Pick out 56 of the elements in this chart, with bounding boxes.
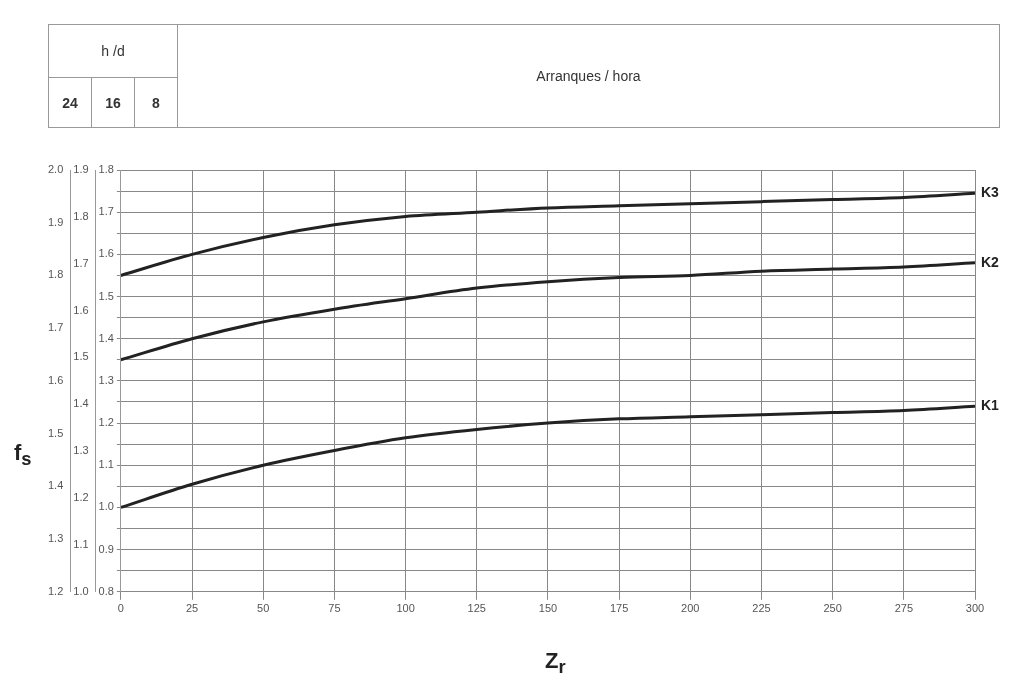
y-tick-label: 1.0 bbox=[98, 500, 114, 513]
text: 16 bbox=[91, 77, 135, 128]
y-tick-label: 1.4 bbox=[98, 331, 114, 344]
y3-tick-label: 1.2 bbox=[47, 584, 64, 597]
y2-tick-label: 1.9 bbox=[73, 163, 89, 176]
y2-tick-label: 1.8 bbox=[73, 209, 89, 222]
y3-tick-label: 2.0 bbox=[47, 163, 64, 176]
x-tick-label: 25 bbox=[185, 602, 199, 615]
y-tick-label: 1.8 bbox=[98, 163, 114, 176]
x-tick-label: 300 bbox=[965, 602, 985, 615]
text: Arranques / hora bbox=[177, 24, 1000, 128]
y3-tick-label: 1.4 bbox=[47, 479, 64, 492]
x-tick-label: 50 bbox=[257, 602, 270, 615]
y2-tick-label: 1.2 bbox=[73, 491, 89, 504]
y2-tick-label: 1.6 bbox=[73, 303, 89, 316]
y3-tick-label: 1.7 bbox=[47, 321, 64, 334]
series-label: K3 bbox=[981, 184, 1000, 201]
y-tick-label: 1.5 bbox=[98, 289, 114, 302]
y-tick-label: 0.8 bbox=[98, 584, 114, 597]
y-tick-label: 1.7 bbox=[98, 205, 114, 218]
y3-axis-title: f$_{s}$ bbox=[14, 440, 32, 471]
line-series bbox=[120, 191, 975, 277]
x-tick-label: 250 bbox=[823, 602, 842, 615]
x-tick-label: 200 bbox=[681, 602, 700, 615]
series-label: K1 bbox=[981, 397, 1000, 414]
text: 8 bbox=[134, 77, 178, 128]
y3-tick-label: 1.8 bbox=[47, 268, 64, 281]
x-tick-label: 175 bbox=[609, 602, 629, 615]
x-tick-label: 125 bbox=[467, 602, 486, 615]
y2-tick-label: 1.0 bbox=[73, 584, 89, 597]
y2-tick-label: 1.4 bbox=[73, 397, 89, 410]
x-tick-label: 75 bbox=[328, 602, 341, 615]
x-tick-label: 275 bbox=[894, 602, 913, 615]
y2-tick-label: 1.3 bbox=[73, 444, 89, 457]
y3-tick-label: 1.9 bbox=[47, 215, 64, 228]
y2-tick-label: 1.5 bbox=[73, 350, 89, 363]
line-series bbox=[120, 404, 975, 509]
y2-tick-label: 1.1 bbox=[73, 537, 89, 550]
line-series bbox=[120, 261, 975, 362]
y-tick-label: 1.1 bbox=[98, 458, 114, 471]
text: h /d bbox=[48, 24, 178, 78]
x-tick-label: 150 bbox=[538, 602, 558, 615]
x-axis-title: Z$_{r}$ bbox=[545, 648, 566, 679]
y-tick-label: 1.2 bbox=[98, 416, 114, 429]
text: 24 bbox=[48, 77, 92, 128]
y3-tick-label: 1.3 bbox=[47, 532, 64, 545]
y-tick-label: 1.6 bbox=[98, 247, 114, 260]
y2-tick-label: 1.7 bbox=[73, 256, 89, 269]
series-label: K2 bbox=[981, 253, 1000, 270]
x-tick-label: 100 bbox=[396, 602, 415, 615]
x-tick-label: 225 bbox=[752, 602, 771, 615]
y3-tick-label: 1.6 bbox=[47, 373, 64, 386]
y-tick-label: 0.9 bbox=[98, 542, 114, 555]
y3-tick-label: 1.5 bbox=[47, 426, 64, 439]
y-tick-label: 1.3 bbox=[98, 373, 114, 386]
x-tick-label: 0 bbox=[117, 602, 124, 615]
